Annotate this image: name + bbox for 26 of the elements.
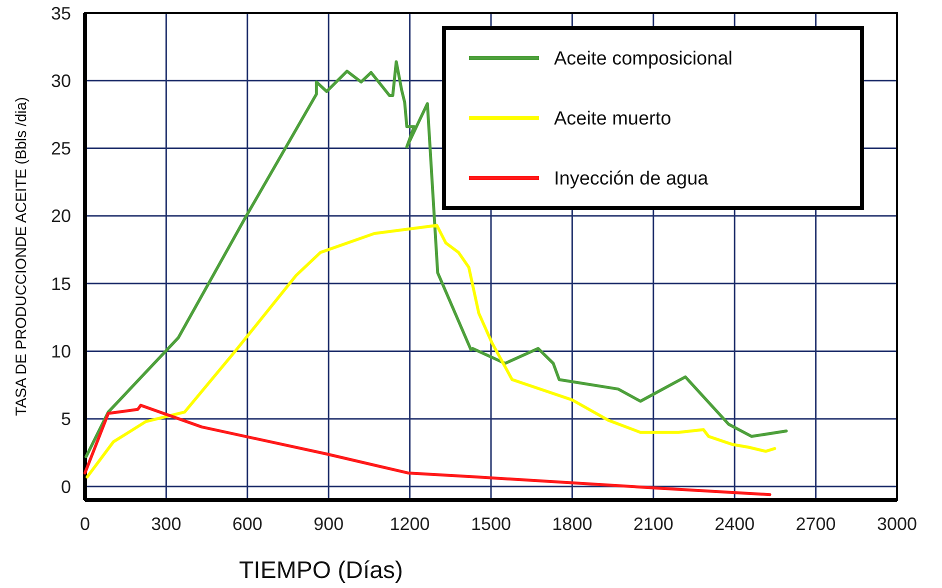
y-tick-label: 35 <box>50 3 71 24</box>
x-tick-label: 0 <box>80 514 90 534</box>
y-tick-label: 15 <box>50 274 71 294</box>
line-series <box>86 224 776 479</box>
x-tick-label: 600 <box>232 514 262 534</box>
x-tick-label: 1800 <box>552 514 592 534</box>
x-axis-title: TIEMPO (Días) <box>238 557 404 584</box>
y-tick-label: 20 <box>50 206 71 226</box>
x-tick-label: 1200 <box>390 514 430 534</box>
legend-label: Aceite muerto <box>554 108 672 130</box>
y-tick-label: 25 <box>50 138 71 159</box>
x-tick-label: 2400 <box>714 514 755 534</box>
line-series <box>84 404 772 496</box>
y-tick-label: 10 <box>50 341 71 362</box>
x-tick-label: 2100 <box>633 514 674 534</box>
x-tick-label: 2700 <box>796 514 836 534</box>
x-tick-label: 1500 <box>470 514 512 534</box>
x-tick-label: 3000 <box>876 514 918 534</box>
y-tick-label: 5 <box>60 409 71 430</box>
legend-label: Aceite composicional <box>554 48 732 70</box>
y-tick-label: 0 <box>60 476 71 497</box>
y-axis-title: TASA DE PRODUCCIONDE ACEITE (Bbls /dia) <box>13 97 30 416</box>
x-tick-label: 900 <box>314 514 344 534</box>
x-tick-label: 300 <box>151 514 182 534</box>
legend-label: Inyección de agua <box>554 168 709 190</box>
y-tick-label: 30 <box>50 70 71 91</box>
